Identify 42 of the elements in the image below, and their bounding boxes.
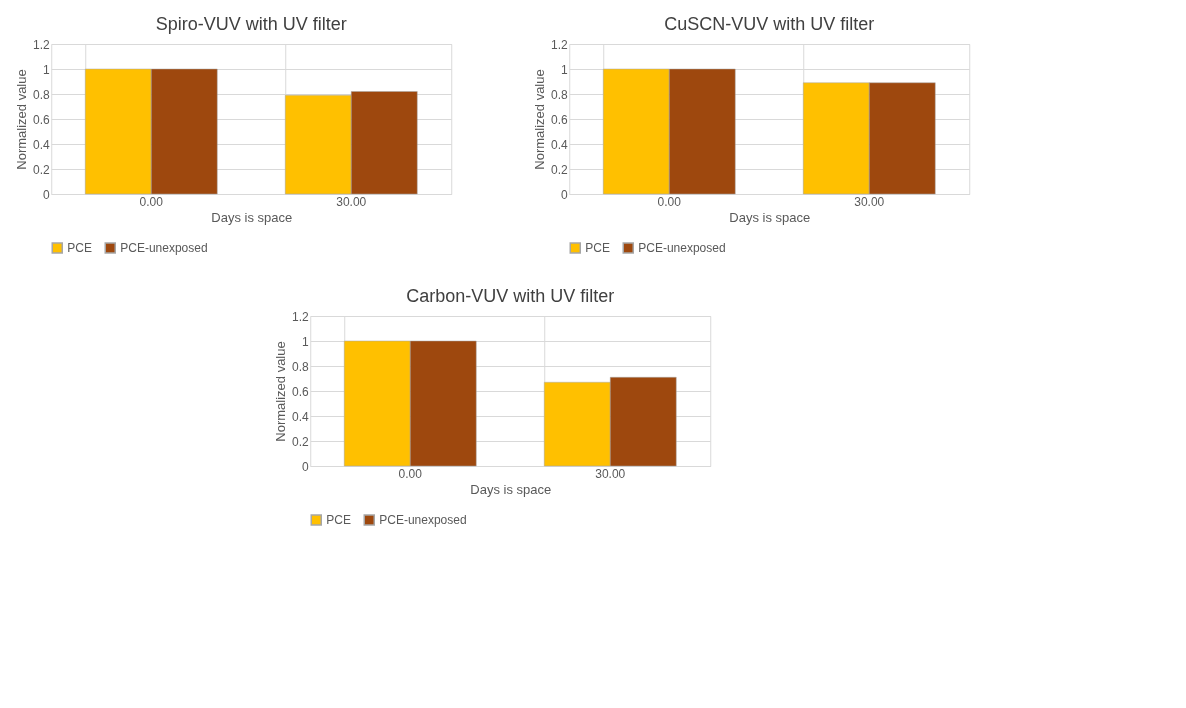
legend-label: PCE [326, 513, 351, 527]
y-tick-label: 1.2 [33, 37, 51, 52]
y-axis-title: Normalized value [273, 341, 289, 442]
chart-title: Spiro-VUV with UV filter [155, 14, 347, 34]
x-tick-label: 0.00 [398, 466, 423, 481]
y-axis-title: Normalized value [14, 69, 30, 170]
y-tick-label: 0.6 [551, 112, 569, 127]
y-tick-label: 0.2 [33, 162, 51, 177]
chart-title: CuSCN-VUV with UV filter [664, 14, 875, 34]
chart-title: Carbon-VUV with UV filter [406, 286, 615, 306]
x-tick-label: 0.00 [657, 194, 682, 209]
y-tick-label: 0.8 [551, 87, 569, 102]
y-tick-label: 0.4 [33, 137, 51, 152]
legend-label: PCE-unexposed [120, 241, 208, 255]
x-axis-title: Days is space [470, 481, 552, 497]
y-tick-label: 0.4 [292, 409, 310, 424]
y-tick-label: 1.2 [292, 309, 310, 324]
y-tick-label: 1 [43, 62, 51, 77]
y-tick-label: 0.6 [292, 384, 310, 399]
y-tick-label: 1 [302, 334, 310, 349]
legend-label: PCE [585, 241, 610, 255]
x-tick-label: 30.00 [336, 194, 367, 209]
y-tick-label: 0 [43, 187, 51, 202]
x-tick-label: 30.00 [854, 194, 885, 209]
y-tick-label: 0 [561, 187, 569, 202]
x-tick-label: 30.00 [595, 466, 626, 481]
legend-label: PCE-unexposed [638, 241, 726, 255]
y-tick-label: 1 [561, 62, 569, 77]
legend-label: PCE-unexposed [379, 513, 467, 527]
y-tick-label: 0.2 [292, 434, 310, 449]
y-tick-label: 0.2 [551, 162, 569, 177]
y-axis-title: Normalized value [532, 69, 548, 170]
legend-label: PCE [67, 241, 92, 255]
y-tick-label: 0.4 [551, 137, 569, 152]
x-axis-title: Days is space [729, 209, 811, 225]
x-tick-label: 0.00 [139, 194, 164, 209]
y-tick-label: 0 [302, 459, 310, 474]
y-tick-label: 0.6 [33, 112, 51, 127]
x-axis-title: Days is space [211, 209, 293, 225]
y-tick-label: 0.8 [33, 87, 51, 102]
y-tick-label: 0.8 [292, 359, 310, 374]
y-tick-label: 1.2 [551, 37, 569, 52]
